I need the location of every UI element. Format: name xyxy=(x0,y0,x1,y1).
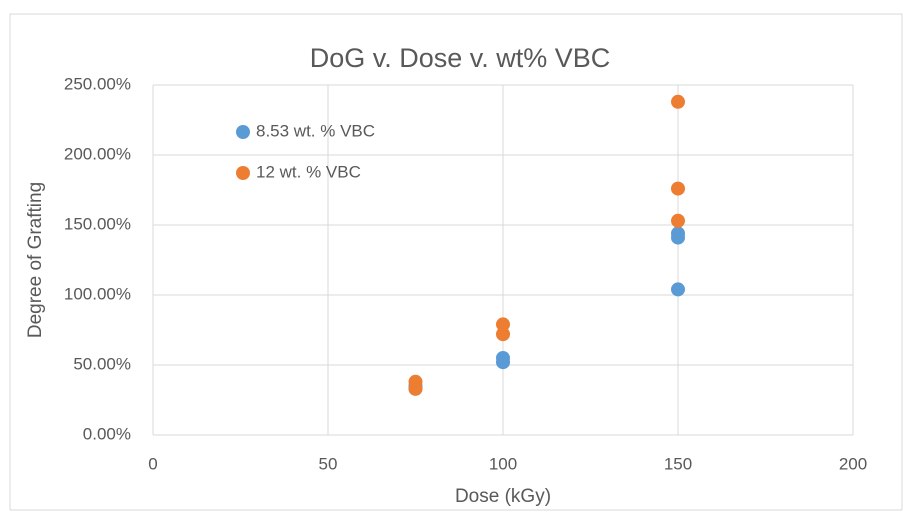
chart-title: DoG v. Dose v. wt% VBC xyxy=(310,43,611,73)
point xyxy=(496,327,510,342)
chart-border xyxy=(9,13,903,511)
x-axis-label: Dose (kGy) xyxy=(455,486,551,507)
x-tick-label: 200 xyxy=(839,454,867,473)
y-tick-label: 100.00% xyxy=(64,284,131,303)
point xyxy=(671,181,685,196)
point xyxy=(408,381,423,396)
legend-marker xyxy=(236,166,250,180)
point xyxy=(671,282,685,297)
point xyxy=(671,213,685,228)
point xyxy=(671,226,685,241)
x-tick-label: 50 xyxy=(319,454,338,473)
point xyxy=(496,351,510,365)
x-tick-label: 150 xyxy=(664,454,692,473)
x-tick-label: 100 xyxy=(489,454,517,473)
point xyxy=(496,317,510,332)
point xyxy=(671,94,685,109)
y-tick-label: 50.00% xyxy=(73,354,131,373)
x-tick-label: 0 xyxy=(148,454,157,473)
legend-marker xyxy=(236,125,250,139)
legend-label: 8.53 wt. % VBC xyxy=(256,121,375,140)
y-tick-label: 200.00% xyxy=(64,144,131,163)
y-tick-label: 150.00% xyxy=(64,214,131,233)
y-tick-label: 250.00% xyxy=(64,74,131,93)
legend-label: 12 wt. % VBC xyxy=(256,162,361,181)
y-axis-label: Degree of Grafting xyxy=(25,182,46,338)
y-tick-label: 0.00% xyxy=(83,424,131,443)
